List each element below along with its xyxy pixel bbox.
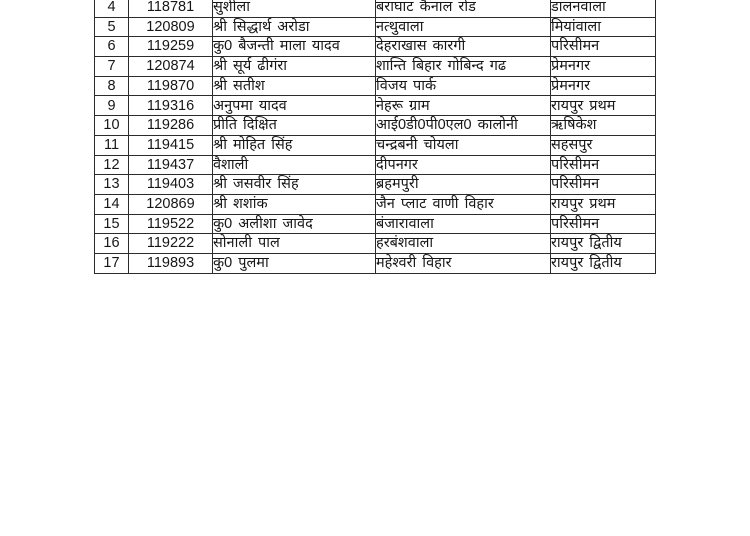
cell-serial: 4 xyxy=(94,0,129,18)
cell-serial: 17 xyxy=(94,252,129,274)
cell-name: सुशीला xyxy=(212,0,376,18)
cell-name: श्री सिद्धार्थ अरोडा xyxy=(212,16,376,38)
cell-area: मियांवाला xyxy=(550,16,656,38)
cell-area: परिसीमन xyxy=(550,154,656,176)
cell-name: श्री जसवीर सिंह xyxy=(212,174,376,195)
table-row: 9 119316 अनुपमा यादव नेहरू ग्राम रायपुर … xyxy=(94,95,656,117)
table-row: 7 120874 श्री सूर्य ढीगंरा शान्ति बिहार … xyxy=(94,56,656,77)
records-table: 4 118781 सुशीला बराघाट कैनाल रोड डालनवाल… xyxy=(94,0,656,274)
table-row: 11 119415 श्री मोहित सिंह चन्द्रबनी चोयल… xyxy=(94,134,656,156)
cell-area: रायपुर प्रथम xyxy=(550,95,656,117)
cell-name: कु0 पुलमा xyxy=(212,252,376,274)
table-row: 16 119222 सोनाली पाल हरबंशवाला रायपुर द्… xyxy=(94,233,656,254)
cell-name: अनुपमा यादव xyxy=(212,95,376,117)
table-row: 14 120869 श्री शशांक जैन प्लाट वाणी विहा… xyxy=(94,193,656,215)
table-row: 5 120809 श्री सिद्धार्थ अरोडा नत्थुवाला … xyxy=(94,16,656,38)
cell-id: 119222 xyxy=(128,233,213,254)
cell-area: रायपुर द्वितीय xyxy=(550,233,656,254)
cell-serial: 8 xyxy=(94,75,129,97)
cell-serial: 13 xyxy=(94,174,129,195)
cell-id: 119893 xyxy=(128,252,213,274)
cell-id: 118781 xyxy=(128,0,213,18)
cell-area: रायपुर द्वितीय xyxy=(550,252,656,274)
cell-area: रायपुर प्रथम xyxy=(550,193,656,215)
cell-serial: 5 xyxy=(94,16,129,38)
cell-name: कु0 बैजन्ती माला यादव xyxy=(212,36,376,58)
table-row: 10 119286 प्रीति दिक्षित आई0डी0पी0एल0 का… xyxy=(94,115,656,136)
cell-address: जैन प्लाट वाणी विहार xyxy=(375,193,551,215)
cell-address: बराघाट कैनाल रोड xyxy=(375,0,551,18)
cell-serial: 11 xyxy=(94,134,129,156)
cell-area: परिसीमन xyxy=(550,213,656,235)
table-row: 4 118781 सुशीला बराघाट कैनाल रोड डालनवाल… xyxy=(94,0,656,18)
cell-id: 119415 xyxy=(128,134,213,156)
cell-id: 120874 xyxy=(128,56,213,77)
cell-name: कु0 अलीशा जावेद xyxy=(212,213,376,235)
cell-serial: 16 xyxy=(94,233,129,254)
cell-serial: 7 xyxy=(94,56,129,77)
cell-area: प्रेमनगर xyxy=(550,56,656,77)
cell-address: चन्द्रबनी चोयला xyxy=(375,134,551,156)
cell-id: 120809 xyxy=(128,16,213,38)
cell-id: 119522 xyxy=(128,213,213,235)
cell-serial: 9 xyxy=(94,95,129,117)
cell-name: प्रीति दिक्षित xyxy=(212,115,376,136)
cell-address: शान्ति बिहार गोबिन्द गढ xyxy=(375,56,551,77)
cell-id: 119286 xyxy=(128,115,213,136)
table-row: 15 119522 कु0 अलीशा जावेद बंजारावाला परि… xyxy=(94,213,656,235)
cell-address: बंजारावाला xyxy=(375,213,551,235)
cell-address: दीपनगर xyxy=(375,154,551,176)
cell-id: 119316 xyxy=(128,95,213,117)
cell-area: ऋषिकेश xyxy=(550,115,656,136)
cell-name: श्री सतीश xyxy=(212,75,376,97)
cell-address: आई0डी0पी0एल0 कालोनी xyxy=(375,115,551,136)
cell-serial: 15 xyxy=(94,213,129,235)
cell-name: सोनाली पाल xyxy=(212,233,376,254)
cell-address: नेहरू ग्राम xyxy=(375,95,551,117)
table-row: 17 119893 कु0 पुलमा महेश्वरी विहार रायपु… xyxy=(94,252,656,274)
cell-area: परिसीमन xyxy=(550,174,656,195)
cell-address: विजय पार्क xyxy=(375,75,551,97)
cell-address: देहराखास कारगी xyxy=(375,36,551,58)
cell-id: 119437 xyxy=(128,154,213,176)
cell-name: श्री सूर्य ढीगंरा xyxy=(212,56,376,77)
table-row: 8 119870 श्री सतीश विजय पार्क प्रेमनगर xyxy=(94,75,656,97)
cell-address: हरबंशवाला xyxy=(375,233,551,254)
cell-address: महेश्वरी विहार xyxy=(375,252,551,274)
cell-serial: 10 xyxy=(94,115,129,136)
cell-area: प्रेमनगर xyxy=(550,75,656,97)
table-row: 12 119437 वैशाली दीपनगर परिसीमन xyxy=(94,154,656,176)
cell-serial: 14 xyxy=(94,193,129,215)
cell-address: नत्थुवाला xyxy=(375,16,551,38)
cell-area: डालनवाला xyxy=(550,0,656,18)
cell-name: वैशाली xyxy=(212,154,376,176)
cell-id: 119259 xyxy=(128,36,213,58)
cell-area: सहसपुर xyxy=(550,134,656,156)
cell-area: परिसीमन xyxy=(550,36,656,58)
cell-serial: 12 xyxy=(94,154,129,176)
cell-address: ब्रहमपुरी xyxy=(375,174,551,195)
cell-id: 119870 xyxy=(128,75,213,97)
cell-serial: 6 xyxy=(94,36,129,58)
cell-id: 119403 xyxy=(128,174,213,195)
cell-name: श्री मोहित सिंह xyxy=(212,134,376,156)
cell-name: श्री शशांक xyxy=(212,193,376,215)
table-row: 6 119259 कु0 बैजन्ती माला यादव देहराखास … xyxy=(94,36,656,58)
cell-id: 120869 xyxy=(128,193,213,215)
table-row: 13 119403 श्री जसवीर सिंह ब्रहमपुरी परिस… xyxy=(94,174,656,195)
